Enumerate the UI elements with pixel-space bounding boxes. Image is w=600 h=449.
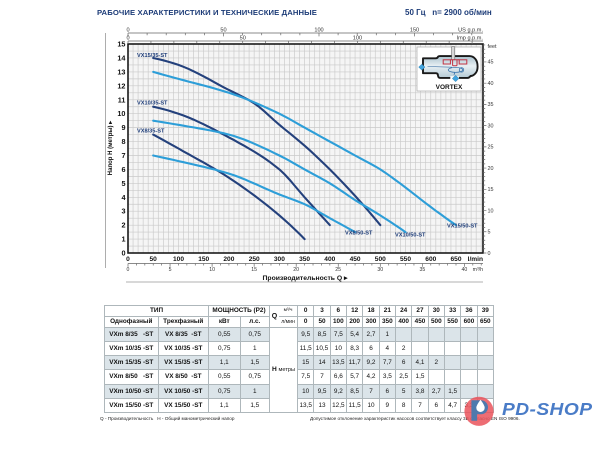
svg-text:50: 50 [240,36,246,42]
svg-text:VORTEX: VORTEX [436,84,463,91]
svg-text:5: 5 [121,179,125,188]
svg-text:Напор Н (метры) ▸: Напор Н (метры) ▸ [108,120,114,175]
svg-text:VX15/50-ST: VX15/50-ST [447,224,478,230]
svg-text:Imp g.p.m.: Imp g.p.m. [457,36,484,42]
svg-text:200: 200 [223,256,234,263]
svg-text:12: 12 [117,81,125,90]
svg-text:150: 150 [198,256,209,263]
svg-text:6: 6 [121,165,125,174]
svg-text:20: 20 [293,267,299,273]
svg-text:7: 7 [121,151,125,160]
svg-text:m³/h: m³/h [473,267,483,273]
svg-text:100: 100 [173,256,184,263]
svg-text:VX10/50-ST: VX10/50-ST [395,233,426,239]
svg-text:250: 250 [249,256,260,263]
svg-text:600: 600 [425,256,436,263]
svg-text:l/min: l/min [468,256,483,263]
svg-text:8: 8 [121,137,125,146]
svg-text:30: 30 [488,123,494,129]
svg-text:US g.p.m.: US g.p.m. [458,28,483,34]
svg-text:45: 45 [488,60,494,66]
svg-text:25: 25 [335,267,341,273]
svg-text:35: 35 [420,267,426,273]
svg-text:15: 15 [251,267,257,273]
svg-text:0: 0 [126,36,129,42]
svg-text:30: 30 [377,267,383,273]
svg-text:VX8/50-ST: VX8/50-ST [345,231,373,237]
svg-text:9: 9 [121,123,125,132]
svg-text:350: 350 [299,256,310,263]
svg-text:40: 40 [462,267,468,273]
svg-text:10: 10 [488,208,494,214]
svg-text:11: 11 [118,95,126,104]
svg-text:150: 150 [410,28,419,34]
svg-text:4: 4 [121,193,126,202]
svg-text:0: 0 [127,267,130,273]
svg-text:Производительность Q ▸: Производительность Q ▸ [263,275,349,282]
svg-text:1: 1 [121,235,125,244]
svg-text:14: 14 [117,54,126,63]
svg-text:500: 500 [375,256,386,263]
svg-text:100: 100 [314,28,323,34]
svg-text:50: 50 [150,256,158,263]
svg-text:300: 300 [274,256,285,263]
svg-text:feet: feet [488,44,497,50]
svg-text:100: 100 [353,36,362,42]
svg-text:50: 50 [220,28,226,34]
svg-text:25: 25 [488,145,494,151]
svg-text:VX15/35-ST: VX15/35-ST [137,53,168,59]
svg-text:VX8/35-ST: VX8/35-ST [137,129,165,135]
svg-text:0: 0 [488,251,491,257]
svg-text:0: 0 [121,249,125,258]
svg-text:650: 650 [450,256,461,263]
svg-text:550: 550 [400,256,411,263]
svg-text:0: 0 [126,256,130,263]
svg-text:5: 5 [488,230,491,236]
svg-text:2: 2 [121,221,125,230]
svg-text:10: 10 [117,109,125,118]
svg-text:10: 10 [209,267,215,273]
svg-text:400: 400 [324,256,335,263]
svg-text:5: 5 [169,267,172,273]
svg-text:3: 3 [121,207,125,216]
svg-text:VX10/35-ST: VX10/35-ST [137,101,168,107]
svg-text:40: 40 [488,81,494,87]
svg-text:0: 0 [126,28,129,34]
svg-text:450: 450 [350,256,361,263]
svg-text:15: 15 [117,40,125,49]
svg-text:35: 35 [488,102,494,108]
svg-text:13: 13 [117,67,125,76]
svg-text:15: 15 [488,187,494,193]
svg-text:20: 20 [488,166,494,172]
